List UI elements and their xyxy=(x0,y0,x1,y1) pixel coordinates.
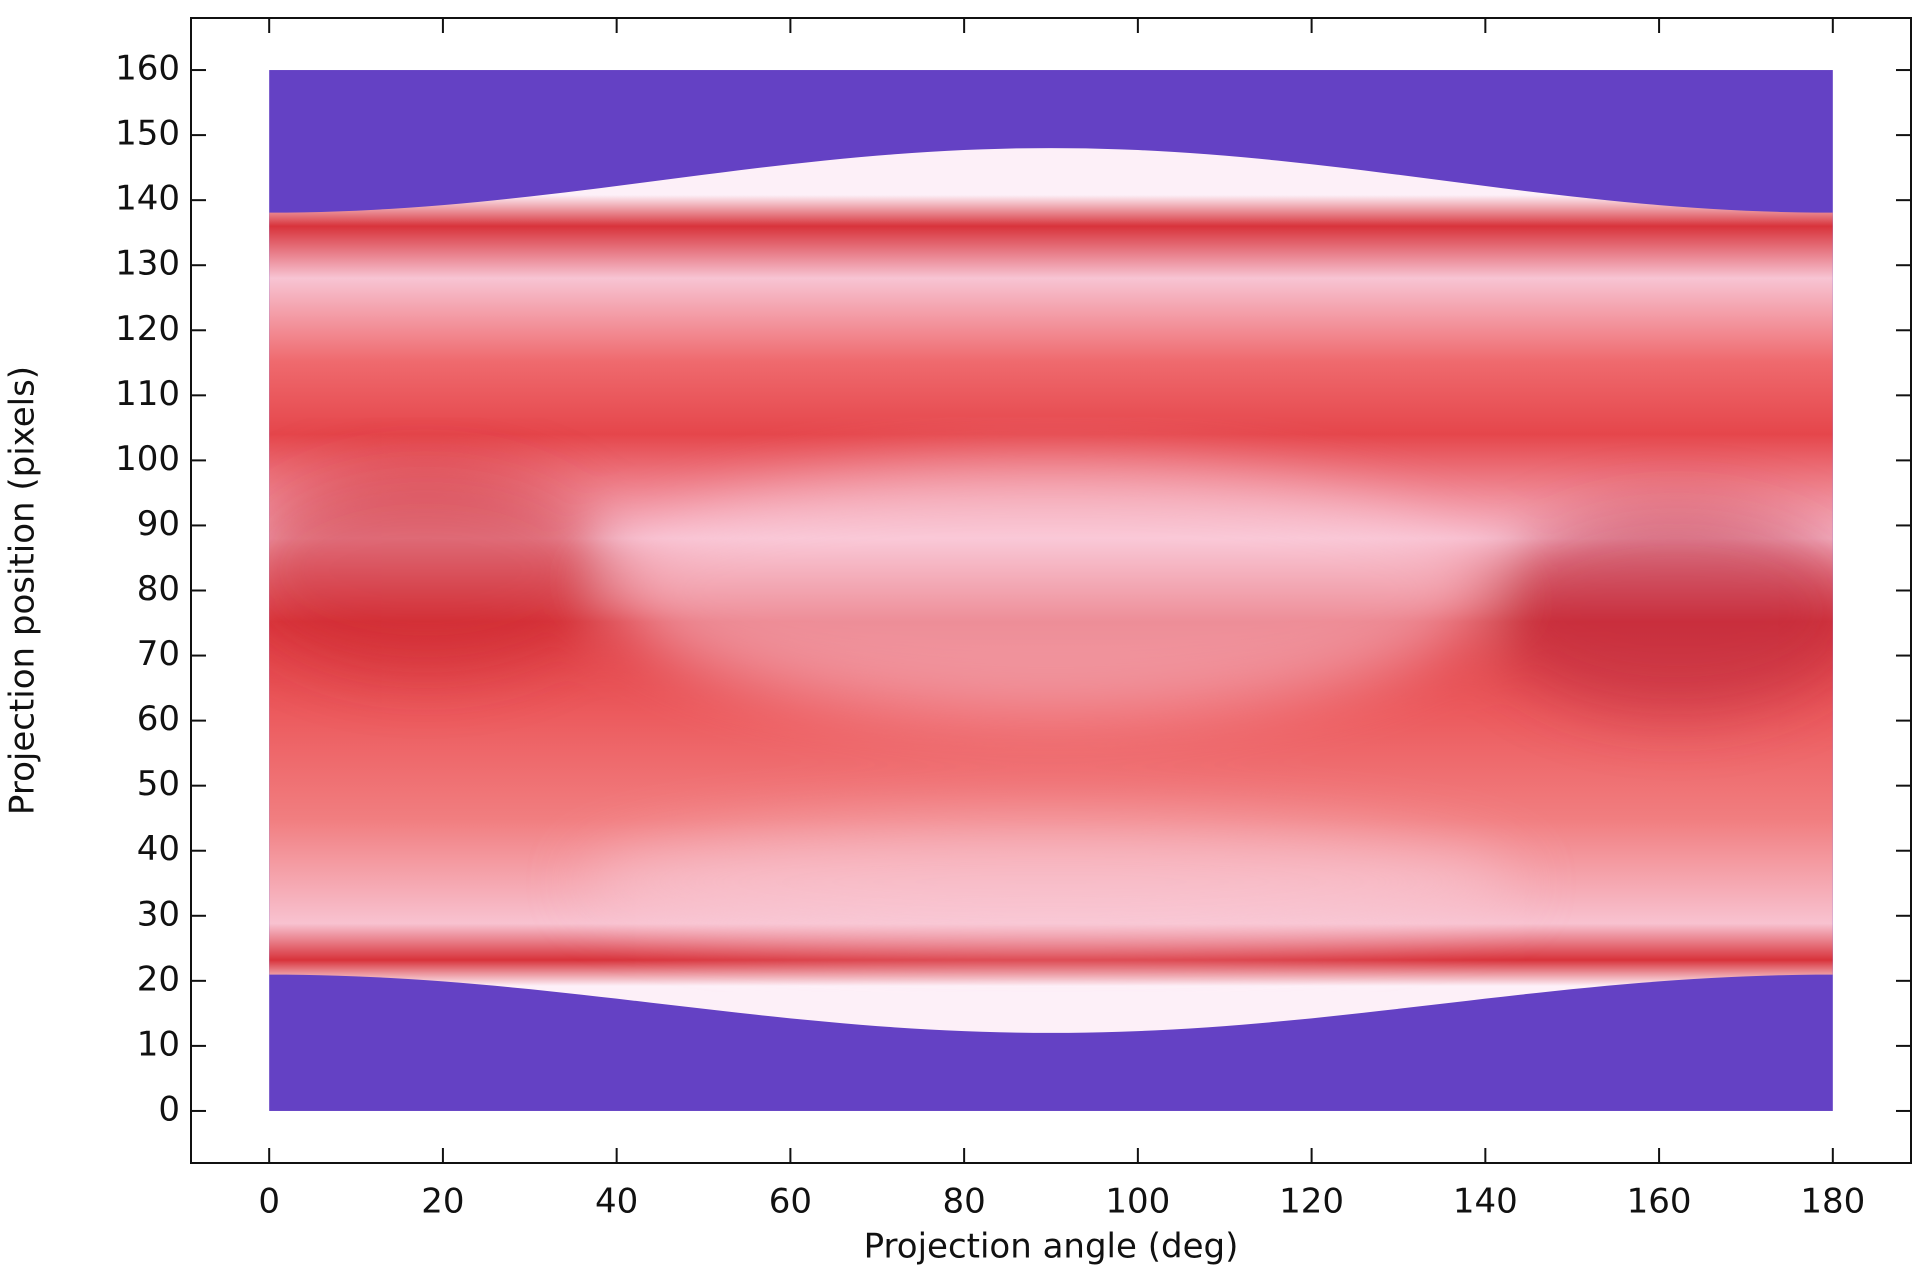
y-tick-label: 20 xyxy=(137,959,180,999)
x-tick-label: 80 xyxy=(942,1182,985,1222)
light-area xyxy=(613,465,1489,716)
y-tick-label: 100 xyxy=(115,439,180,479)
y-tick-label: 10 xyxy=(137,1024,180,1064)
x-axis-label: Projection angle (deg) xyxy=(864,1227,1239,1267)
x-tick-label: 0 xyxy=(258,1182,280,1222)
y-tick-label: 120 xyxy=(115,309,180,349)
dark-area xyxy=(1488,507,1833,716)
x-tick-label: 60 xyxy=(769,1182,812,1222)
y-axis-label: Projection position (pixels) xyxy=(3,366,43,815)
y-tick-label: 40 xyxy=(137,829,180,869)
heatmap xyxy=(269,70,1833,1111)
x-tick-label: 120 xyxy=(1279,1182,1344,1222)
x-tick-label: 180 xyxy=(1800,1182,1865,1222)
y-tick-label: 60 xyxy=(137,699,180,739)
y-tick-label: 50 xyxy=(137,764,180,804)
y-tick-label: 110 xyxy=(115,374,180,414)
x-tick-label: 20 xyxy=(421,1182,464,1222)
heatmap-shading xyxy=(269,465,1833,945)
y-tick-label: 160 xyxy=(115,49,180,89)
y-tick-label: 80 xyxy=(137,569,180,609)
x-tick-label: 160 xyxy=(1627,1182,1692,1222)
x-tick-label: 100 xyxy=(1105,1182,1170,1222)
x-tick-label: 40 xyxy=(595,1182,638,1222)
y-tick-label: 150 xyxy=(115,114,180,154)
y-tick-label: 140 xyxy=(115,179,180,219)
light-area xyxy=(581,819,1521,945)
x-tick-label: 140 xyxy=(1453,1182,1518,1222)
dark-area xyxy=(269,465,614,674)
y-tick-label: 70 xyxy=(137,634,180,674)
heatmap-body xyxy=(269,148,1833,1033)
y-tick-label: 90 xyxy=(137,504,180,544)
y-tick-label: 0 xyxy=(158,1089,180,1129)
y-tick-label: 130 xyxy=(115,244,180,284)
y-tick-label: 30 xyxy=(137,894,180,934)
